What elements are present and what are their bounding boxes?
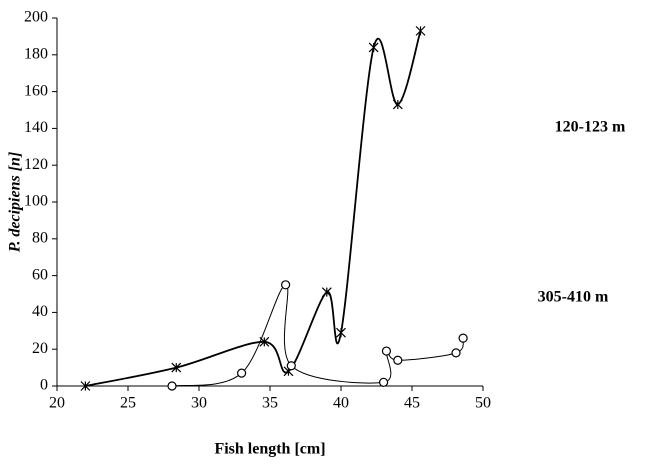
x-tick-label: 35	[262, 395, 278, 412]
marker	[393, 355, 403, 365]
series-line	[171, 284, 464, 387]
y-tick-label: 80	[32, 229, 48, 246]
marker	[171, 362, 182, 373]
marker	[368, 42, 379, 53]
marker	[415, 25, 426, 36]
marker	[336, 327, 346, 338]
x-tick-label: 25	[120, 395, 136, 412]
marker	[321, 287, 332, 298]
marker	[281, 280, 291, 290]
marker	[381, 346, 392, 356]
marker	[379, 377, 389, 387]
y-tick-label: 60	[32, 266, 48, 283]
marker	[237, 368, 247, 378]
marker	[392, 99, 403, 110]
y-tick-label: 20	[32, 340, 48, 357]
y-tick-label: 180	[24, 45, 48, 62]
marker	[286, 361, 296, 371]
y-tick-label: 160	[24, 82, 48, 99]
series-label: 305-410 m	[538, 289, 609, 306]
marker	[80, 381, 91, 391]
y-tick-label: 120	[24, 156, 48, 173]
y-axis-label: P. decipiens [n]	[7, 152, 24, 254]
y-tick-label: 140	[24, 119, 48, 136]
x-axis-label: Fish length [cm]	[214, 441, 325, 458]
y-tick-label: 0	[40, 377, 48, 394]
marker	[451, 348, 461, 358]
x-tick-label: 20	[49, 395, 65, 412]
x-tick-label: 40	[333, 395, 349, 412]
marker	[458, 333, 468, 343]
series-label: 120-123 m	[555, 119, 626, 136]
marker	[167, 381, 177, 391]
y-tick-label: 200	[24, 9, 48, 26]
x-tick-label: 30	[191, 395, 207, 412]
x-tick-label: 45	[404, 395, 420, 412]
y-tick-label: 40	[32, 303, 48, 320]
series-line	[85, 30, 422, 387]
x-tick-label: 50	[475, 395, 491, 412]
y-tick-label: 100	[24, 193, 48, 210]
